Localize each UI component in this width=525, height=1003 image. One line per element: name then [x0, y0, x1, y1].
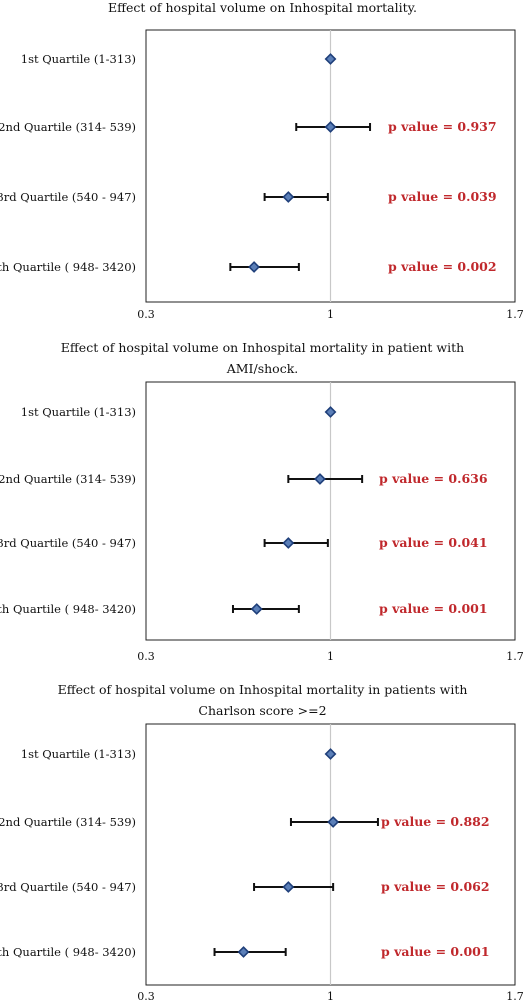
x-tick-label: 1: [327, 650, 334, 663]
panel-title-line: Effect of hospital volume on Inhospital …: [61, 340, 464, 355]
point-estimate-marker: [248, 261, 260, 273]
x-tick-label: 0.3: [137, 308, 155, 321]
point-estimate-marker: [327, 816, 340, 828]
p-value-label: p value = 0.041: [379, 535, 488, 550]
panel-title-line: Effect of hospital volume on Inhospital …: [108, 0, 417, 15]
point-estimate-marker: [237, 946, 250, 958]
p-value-label: p value = 0.636: [379, 471, 488, 486]
panel-title-line: Charlson score >=2: [198, 703, 326, 718]
point-estimate-marker: [324, 121, 337, 133]
panel-title-line: AMI/shock.: [226, 361, 299, 376]
category-label: 4th Quartile ( 948- 3420): [0, 945, 136, 959]
category-label: 2nd Quartile (314- 539): [0, 120, 136, 134]
category-label: 3rd Quartile (540 - 947): [0, 536, 136, 550]
p-value-label: p value = 0.937: [388, 119, 497, 134]
category-label: 4th Quartile ( 948- 3420): [0, 602, 136, 616]
p-value-label: p value = 0.062: [381, 879, 490, 894]
category-label: 1st Quartile (1-313): [21, 52, 136, 66]
point-estimate-marker: [324, 406, 337, 418]
category-label: 2nd Quartile (314- 539): [0, 815, 136, 829]
x-tick-label: 1.7: [506, 990, 524, 1003]
category-label: 1st Quartile (1-313): [21, 747, 136, 761]
p-value-label: p value = 0.001: [379, 601, 488, 616]
x-tick-label: 1: [327, 308, 334, 321]
point-estimate-marker: [282, 537, 295, 549]
x-tick-label: 0.3: [137, 650, 155, 663]
category-label: 3rd Quartile (540 - 947): [0, 190, 136, 204]
p-value-label: p value = 0.039: [388, 189, 497, 204]
forest-panel-2: Effect of hospital volume on Inhospital …: [0, 340, 524, 663]
x-tick-label: 1.7: [506, 308, 524, 321]
point-estimate-marker: [324, 53, 337, 65]
point-estimate-marker: [282, 881, 295, 893]
forest-panel-3: Effect of hospital volume on Inhospital …: [0, 682, 524, 1003]
x-tick-label: 1: [327, 990, 334, 1003]
category-label: 1st Quartile (1-313): [21, 405, 136, 419]
point-estimate-marker: [314, 473, 326, 485]
panel-title-line: Effect of hospital volume on Inhospital …: [58, 682, 468, 697]
category-label: 2nd Quartile (314- 539): [0, 472, 136, 486]
forest-panel-1: Effect of hospital volume on Inhospital …: [0, 0, 524, 321]
category-label: 3rd Quartile (540 - 947): [0, 880, 136, 894]
point-estimate-marker: [324, 748, 337, 760]
category-label: 4th Quartile ( 948- 3420): [0, 260, 136, 274]
p-value-label: p value = 0.002: [388, 259, 497, 274]
p-value-label: p value = 0.882: [381, 814, 490, 829]
point-estimate-marker: [282, 191, 295, 203]
p-value-label: p value = 0.001: [381, 944, 490, 959]
point-estimate-marker: [250, 603, 263, 615]
x-tick-label: 1.7: [506, 650, 524, 663]
x-tick-label: 0.3: [137, 990, 155, 1003]
